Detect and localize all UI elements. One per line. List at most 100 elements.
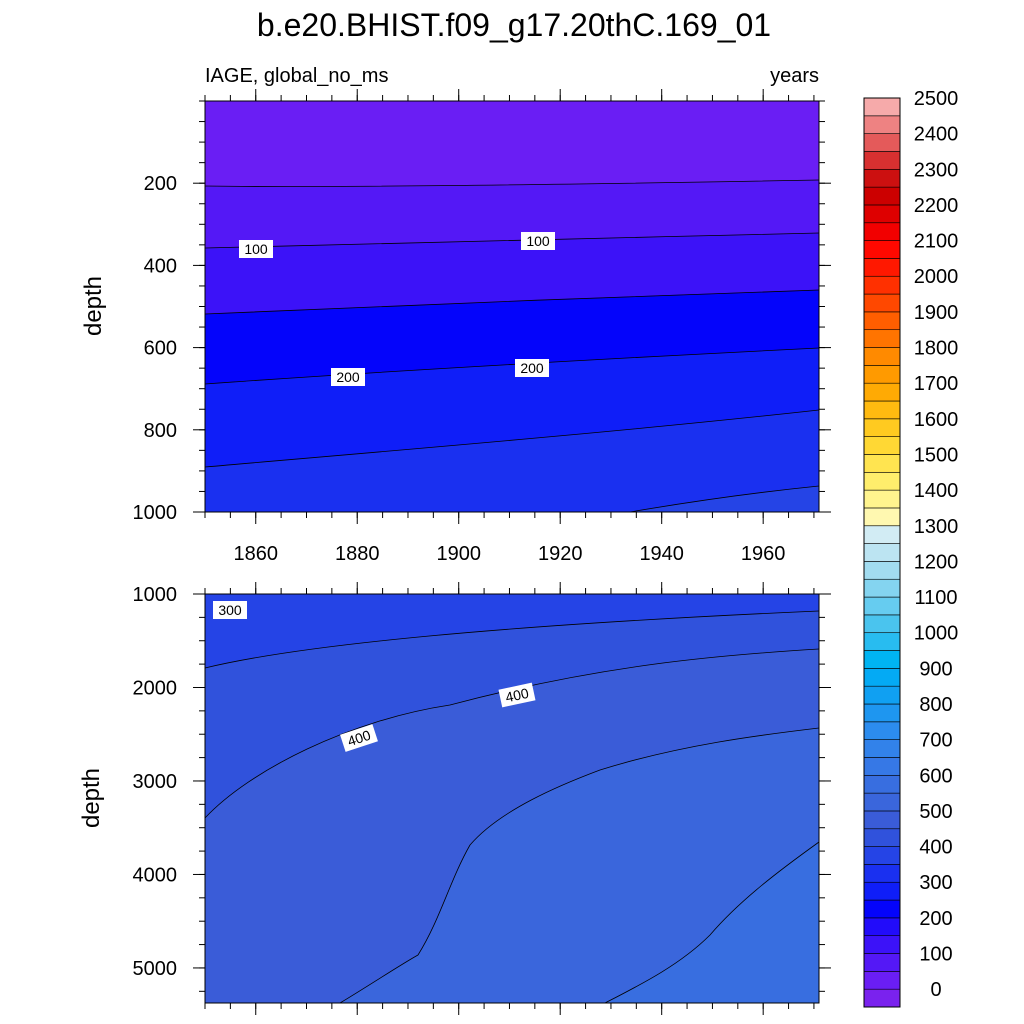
colorbar-swatch <box>863 614 901 634</box>
colorbar-label: 0 <box>930 979 941 1001</box>
lower-contour-lines <box>204 593 820 1004</box>
colorbar-swatch <box>863 204 901 224</box>
lower-y-tick-label: 1000 <box>133 584 178 606</box>
upper-x-tick-label: 1960 <box>741 543 786 565</box>
upper-contour-label-4: 200 <box>515 359 549 377</box>
colorbar-swatch <box>863 133 901 152</box>
lower-contour-label-3: 400 <box>498 682 536 708</box>
colorbar-swatch <box>863 881 901 901</box>
lower-contour-label-2: 400 <box>340 724 378 752</box>
upper-contour-200 <box>204 347 820 385</box>
colorbar-swatch <box>863 186 901 206</box>
colorbar-label: 2100 <box>914 231 959 253</box>
colorbar-label: 200 <box>919 908 952 930</box>
colorbar-swatch <box>863 685 901 705</box>
colorbar-label: 2000 <box>914 266 959 288</box>
upper-contour-250 <box>204 409 820 468</box>
colorbar-swatch <box>863 792 901 812</box>
colorbar-swatch <box>863 739 901 758</box>
colorbar-swatch <box>863 561 901 580</box>
colorbar-swatch <box>863 454 901 473</box>
colorbar-label: 2200 <box>914 195 959 217</box>
svg-text:200: 200 <box>520 360 544 376</box>
colorbar-swatch <box>863 525 901 544</box>
upper-band-5 <box>205 410 819 512</box>
colorbar-swatch <box>863 632 901 651</box>
chart-title: b.e20.BHIST.f09_g17.20thC.169_01 <box>257 7 771 43</box>
colorbar-swatch <box>863 400 901 420</box>
upper-ticks: 1860 1880 1900 1920 1940 1960 200 400 600 800 1000 <box>133 89 831 565</box>
colorbar-label: 1500 <box>914 444 959 466</box>
colorbar-swatch <box>863 97 901 117</box>
colorbar-swatch <box>863 828 901 847</box>
colorbar-swatch <box>863 365 901 384</box>
colorbar-label: 2400 <box>914 124 959 146</box>
colorbar-label: 1200 <box>914 551 959 573</box>
colorbar-swatch <box>863 151 901 170</box>
colorbar-label: 900 <box>919 658 952 680</box>
lower-contour-400 <box>204 648 820 819</box>
lower-ticks: 1000 2000 3000 4000 5000 <box>133 582 831 1015</box>
colorbar-swatch <box>863 258 901 277</box>
svg-text:200: 200 <box>336 369 360 385</box>
colorbar-swatch <box>863 668 901 687</box>
colorbar-swatch <box>863 917 901 937</box>
colorbar-swatch <box>863 846 901 865</box>
lower-contour-350 <box>204 610 820 669</box>
lower-panel: 300 400 400 1000 2000 3000 4000 5000 depth <box>78 582 831 1015</box>
upper-contour-300 <box>629 485 820 513</box>
colorbar-swatch <box>863 864 901 883</box>
colorbar-swatch <box>863 436 901 455</box>
svg-text:400: 400 <box>504 685 530 706</box>
colorbar-swatch <box>863 953 901 972</box>
upper-band-6 <box>630 486 819 512</box>
colorbar-swatch <box>863 329 901 348</box>
colorbar-swatch <box>863 347 901 366</box>
colorbar-swatch <box>863 650 901 669</box>
colorbar-swatch <box>863 418 901 437</box>
colorbar-label: 400 <box>919 837 952 859</box>
colorbar-swatch <box>863 382 901 402</box>
lower-y-axis-label: depth <box>78 768 105 828</box>
colorbar-label: 100 <box>919 944 952 966</box>
colorbar-label: 600 <box>919 765 952 787</box>
colorbar-label: 1900 <box>914 302 959 324</box>
variable-label: IAGE, global_no_ms <box>205 65 388 87</box>
upper-y-tick-label: 400 <box>144 255 177 277</box>
upper-y-tick-label: 800 <box>144 420 177 442</box>
lower-y-tick-label: 4000 <box>133 864 178 886</box>
colorbar-frame <box>863 97 901 1008</box>
colorbar-swatch <box>863 311 901 331</box>
colorbar-swatch <box>863 988 901 1008</box>
lower-band-4 <box>605 842 819 1003</box>
upper-x-tick-label: 1880 <box>335 543 380 565</box>
units-label: years <box>770 65 819 87</box>
lower-contour-500 <box>604 841 820 1004</box>
lower-y-tick-label: 5000 <box>133 958 178 980</box>
upper-y-tick-label: 600 <box>144 338 177 360</box>
colorbar-label: 500 <box>919 801 952 823</box>
svg-text:300: 300 <box>218 602 242 618</box>
colorbar-swatch <box>863 935 901 954</box>
upper-x-tick-label: 1920 <box>538 543 583 565</box>
colorbar-swatch <box>863 168 901 188</box>
colorbar-swatch <box>863 757 901 776</box>
colorbar-label: 1600 <box>914 409 959 431</box>
colorbar-swatch <box>863 810 901 830</box>
colorbar-label: 1000 <box>914 623 959 645</box>
upper-contour-150 <box>204 289 820 315</box>
upper-contour-50 <box>204 179 820 187</box>
lower-contour-450 <box>339 727 820 1004</box>
colorbar-swatch <box>863 293 901 313</box>
upper-y-tick-label: 200 <box>144 173 177 195</box>
upper-y-axis-label: depth <box>80 276 107 336</box>
upper-contour-label-2: 100 <box>521 232 555 250</box>
colorbar-swatch <box>863 507 901 527</box>
colorbar-swatch <box>863 543 901 562</box>
lower-y-tick-label: 2000 <box>133 677 178 699</box>
colorbar-swatch <box>863 774 901 794</box>
colorbar-label: 1800 <box>914 338 959 360</box>
colorbar-label: 300 <box>919 872 952 894</box>
upper-panel: 100 100 200 200 1860 1880 1900 1920 1940 1960… <box>80 89 831 565</box>
